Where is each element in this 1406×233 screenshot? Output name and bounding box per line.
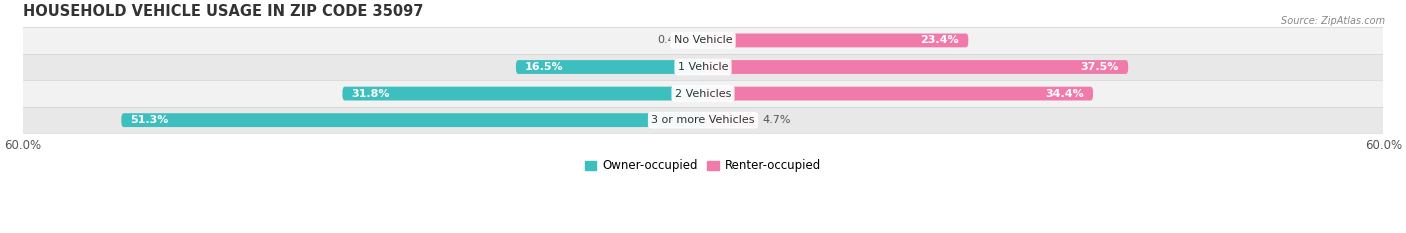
Bar <box>22 54 1384 80</box>
Text: 16.5%: 16.5% <box>524 62 564 72</box>
FancyBboxPatch shape <box>343 87 703 100</box>
Text: 3 or more Vehicles: 3 or more Vehicles <box>651 115 755 125</box>
Text: HOUSEHOLD VEHICLE USAGE IN ZIP CODE 35097: HOUSEHOLD VEHICLE USAGE IN ZIP CODE 3509… <box>22 4 423 19</box>
Text: 31.8%: 31.8% <box>352 89 389 99</box>
Bar <box>22 27 1384 54</box>
Text: 4.7%: 4.7% <box>762 115 790 125</box>
Text: 34.4%: 34.4% <box>1045 89 1084 99</box>
FancyBboxPatch shape <box>703 60 1128 74</box>
Text: 23.4%: 23.4% <box>921 35 959 45</box>
FancyBboxPatch shape <box>703 113 756 127</box>
Text: Source: ZipAtlas.com: Source: ZipAtlas.com <box>1281 16 1385 26</box>
Text: 0.42%: 0.42% <box>657 35 693 45</box>
Bar <box>22 107 1384 134</box>
FancyBboxPatch shape <box>121 113 703 127</box>
FancyBboxPatch shape <box>703 87 1092 100</box>
Text: 37.5%: 37.5% <box>1081 62 1119 72</box>
FancyBboxPatch shape <box>516 60 703 74</box>
Text: 51.3%: 51.3% <box>131 115 169 125</box>
FancyBboxPatch shape <box>699 34 703 47</box>
Legend: Owner-occupied, Renter-occupied: Owner-occupied, Renter-occupied <box>579 155 827 177</box>
Text: 2 Vehicles: 2 Vehicles <box>675 89 731 99</box>
FancyBboxPatch shape <box>703 34 969 47</box>
Text: No Vehicle: No Vehicle <box>673 35 733 45</box>
Text: 1 Vehicle: 1 Vehicle <box>678 62 728 72</box>
Bar <box>22 80 1384 107</box>
